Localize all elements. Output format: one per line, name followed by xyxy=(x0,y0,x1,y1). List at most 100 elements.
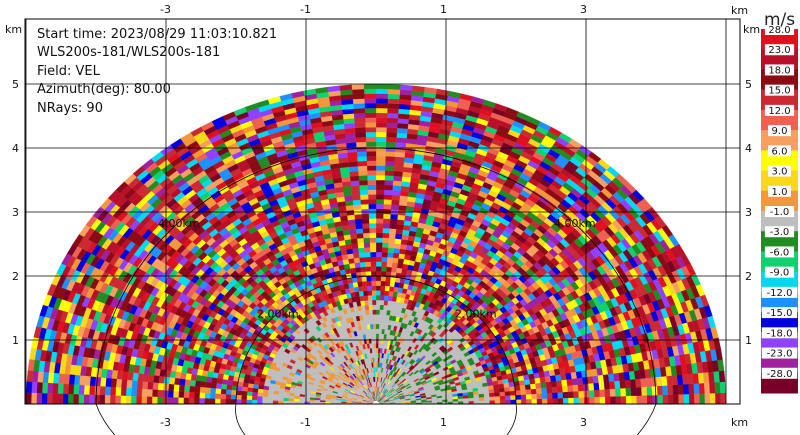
velocity-cell xyxy=(136,380,143,390)
velocity-cell xyxy=(568,397,574,405)
velocity-cell xyxy=(215,383,222,390)
velocity-cell xyxy=(562,385,569,393)
velocity-cell xyxy=(509,386,516,392)
velocity-cell xyxy=(395,224,404,230)
velocity-cell xyxy=(353,257,360,264)
velocity-cell xyxy=(541,387,548,394)
velocity-cell xyxy=(141,396,148,405)
velocity-cell xyxy=(251,399,258,405)
velocity-cell xyxy=(384,290,390,296)
velocity-cell xyxy=(535,382,542,389)
velocity-cell xyxy=(354,267,361,273)
velocity-cell xyxy=(375,141,387,147)
velocity-cell xyxy=(525,393,532,400)
velocity-cell xyxy=(494,391,501,397)
velocity-cell xyxy=(371,299,377,306)
velocity-cell xyxy=(625,387,632,397)
velocity-cell xyxy=(385,136,397,143)
velocity-cell xyxy=(372,319,377,325)
velocity-cell xyxy=(348,161,358,168)
velocity-cell xyxy=(361,276,367,282)
velocity-cell xyxy=(646,395,653,405)
velocity-cell xyxy=(515,389,522,396)
velocity-cell xyxy=(354,262,361,268)
velocity-cell xyxy=(362,290,368,296)
velocity-cell xyxy=(375,343,379,349)
velocity-cell xyxy=(209,393,216,400)
velocity-cell xyxy=(368,203,377,210)
velocity-cell xyxy=(199,386,206,394)
velocity-cell xyxy=(178,391,185,399)
velocity-cell xyxy=(393,286,399,293)
velocity-cell xyxy=(83,385,90,395)
velocity-cell xyxy=(541,392,548,399)
velocity-cell xyxy=(241,399,247,405)
velocity-cell xyxy=(381,247,389,253)
velocity-cell xyxy=(262,400,268,405)
velocity-cell xyxy=(356,237,364,244)
velocity-cell xyxy=(379,309,384,315)
velocity-cell xyxy=(556,380,563,387)
velocity-cell xyxy=(369,314,373,320)
velocity-cell xyxy=(348,262,356,269)
velocity-cell xyxy=(168,377,176,385)
velocity-cell xyxy=(370,251,377,258)
velocity-cell xyxy=(351,243,359,249)
velocity-cell xyxy=(364,256,371,263)
velocity-cell xyxy=(391,189,401,196)
velocity-cell xyxy=(359,184,368,191)
velocity-cell xyxy=(504,390,511,396)
velocity-cell xyxy=(220,393,227,400)
velocity-cell xyxy=(377,347,381,354)
velocity-cell xyxy=(387,242,395,249)
velocity-cell xyxy=(120,387,127,397)
velocity-cell xyxy=(365,266,372,272)
velocity-cell xyxy=(384,184,393,191)
velocity-cell xyxy=(348,166,359,172)
velocity-cell xyxy=(388,228,397,234)
velocity-cell xyxy=(378,319,383,325)
velocity-cell xyxy=(573,397,580,405)
velocity-cell xyxy=(571,378,579,386)
velocity-cell xyxy=(220,388,227,395)
velocity-cell xyxy=(204,392,211,399)
velocity-cell xyxy=(604,396,611,405)
velocity-cell xyxy=(368,218,377,224)
velocity-cell xyxy=(104,386,111,396)
velocity-cell xyxy=(172,390,179,398)
velocity-cell xyxy=(520,394,527,400)
velocity-cell xyxy=(247,387,254,393)
velocity-cell xyxy=(562,397,569,405)
velocity-cell xyxy=(362,232,370,239)
velocity-cell xyxy=(389,281,395,287)
velocity-cell xyxy=(356,233,364,239)
velocity-cell xyxy=(397,209,406,216)
velocity-cell xyxy=(130,396,137,405)
velocity-cell xyxy=(594,389,601,398)
velocity-cell xyxy=(200,375,208,383)
velocity-cell xyxy=(535,387,542,394)
velocity-cell xyxy=(452,398,459,402)
velocity-cell xyxy=(393,243,401,249)
velocity-cell xyxy=(373,333,377,339)
velocity-cell xyxy=(348,224,357,230)
velocity-cell xyxy=(349,233,358,240)
velocity-cell xyxy=(351,247,359,254)
velocity-cell xyxy=(510,394,517,400)
velocity-cell xyxy=(364,304,369,311)
velocity-cell xyxy=(344,132,356,139)
velocity-cell xyxy=(373,343,377,349)
velocity-cell xyxy=(375,328,380,334)
velocity-cell xyxy=(99,395,106,405)
velocity-cell xyxy=(382,237,389,243)
velocity-cell xyxy=(494,399,501,405)
velocity-cell xyxy=(375,333,379,339)
velocity-cell xyxy=(375,299,381,306)
velocity-cell xyxy=(105,377,112,388)
velocity-cell xyxy=(550,380,558,388)
velocity-cell xyxy=(371,295,377,301)
velocity-cell xyxy=(375,194,385,200)
velocity-cell xyxy=(583,390,590,398)
velocity-cell xyxy=(588,389,595,398)
